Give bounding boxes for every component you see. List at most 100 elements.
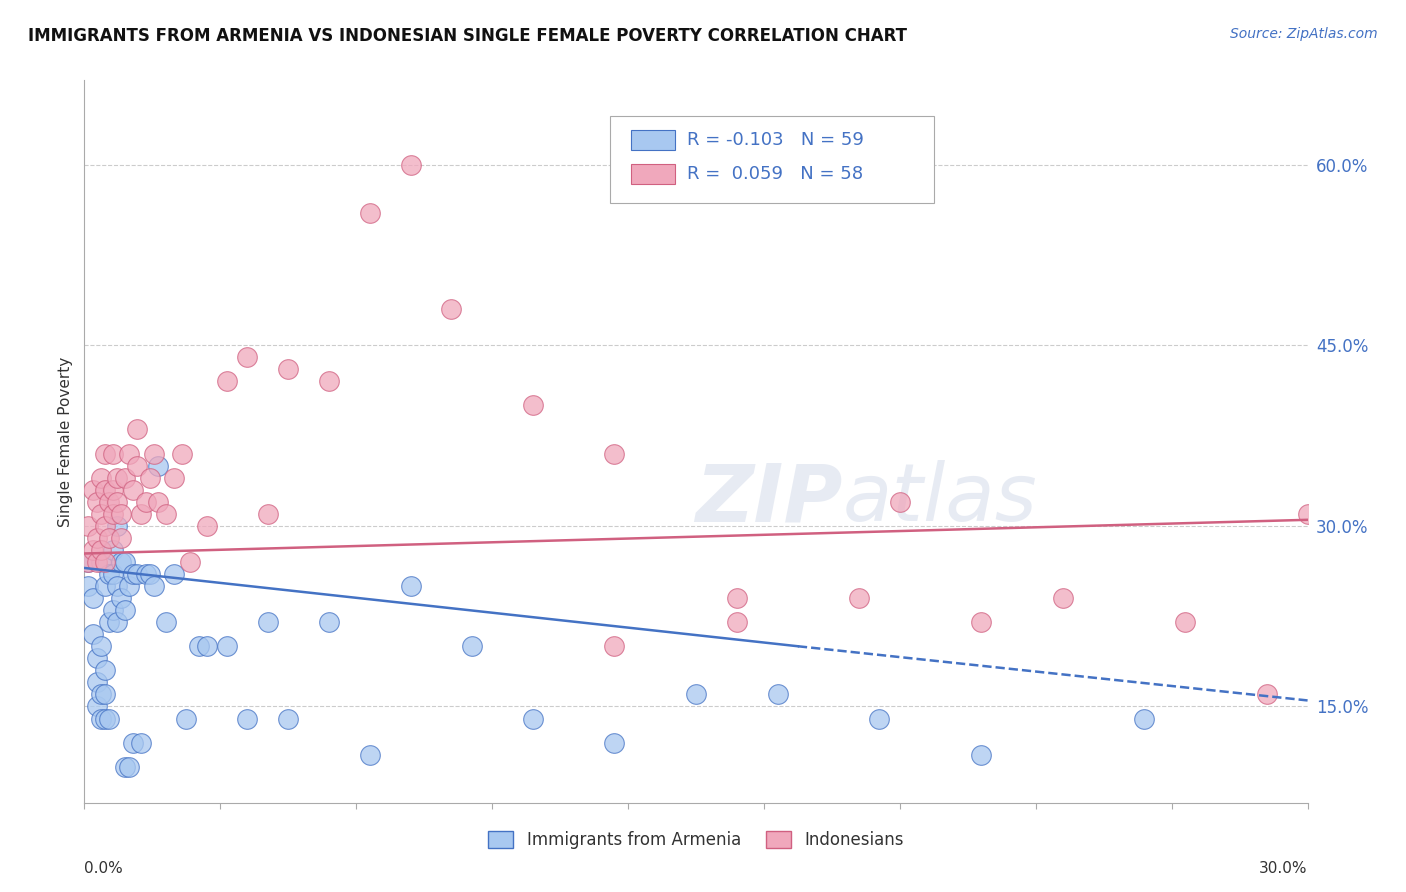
Point — [118, 760, 141, 774]
Point — [93, 687, 115, 701]
Point — [77, 519, 100, 533]
Point — [105, 615, 128, 630]
Point — [163, 471, 186, 485]
Point — [97, 615, 120, 630]
Point — [122, 735, 145, 749]
Point — [131, 507, 153, 521]
Point — [970, 615, 993, 630]
Point — [101, 603, 124, 617]
Point — [122, 567, 145, 582]
Point — [399, 579, 422, 593]
Point — [440, 302, 463, 317]
Point — [187, 639, 209, 653]
Point — [93, 447, 115, 461]
Point — [105, 519, 128, 533]
Point — [101, 483, 124, 497]
Point — [86, 494, 108, 508]
Point — [93, 555, 115, 569]
Point — [603, 447, 626, 461]
Point — [461, 639, 484, 653]
Point — [138, 567, 160, 582]
Point — [217, 375, 239, 389]
Point — [155, 507, 177, 521]
Point — [135, 567, 157, 582]
Point — [399, 158, 422, 172]
Point — [86, 675, 108, 690]
Point — [114, 760, 136, 774]
Point — [86, 555, 108, 569]
Point — [101, 447, 124, 461]
Point — [82, 627, 104, 641]
Point — [146, 458, 169, 473]
FancyBboxPatch shape — [631, 130, 675, 151]
Point — [93, 519, 115, 533]
Point — [82, 483, 104, 497]
Point — [522, 712, 544, 726]
Point — [217, 639, 239, 653]
Point — [90, 507, 112, 521]
Point — [257, 615, 280, 630]
Point — [1296, 507, 1319, 521]
Point — [236, 712, 259, 726]
Point — [110, 591, 132, 606]
Text: atlas: atlas — [842, 460, 1038, 539]
Y-axis label: Single Female Poverty: Single Female Poverty — [58, 357, 73, 526]
Point — [142, 447, 165, 461]
Point — [86, 699, 108, 714]
Point — [725, 591, 748, 606]
Point — [138, 471, 160, 485]
Point — [101, 507, 124, 521]
Point — [1174, 615, 1197, 630]
Text: ZIP: ZIP — [696, 460, 842, 539]
Point — [359, 747, 381, 762]
Point — [889, 494, 911, 508]
Point — [1052, 591, 1074, 606]
Point — [110, 507, 132, 521]
Point — [86, 651, 108, 665]
Point — [93, 664, 115, 678]
Point — [146, 494, 169, 508]
Point — [970, 747, 993, 762]
Text: Source: ZipAtlas.com: Source: ZipAtlas.com — [1230, 27, 1378, 41]
Point — [114, 603, 136, 617]
Point — [82, 591, 104, 606]
FancyBboxPatch shape — [631, 164, 675, 185]
Point — [77, 555, 100, 569]
Point — [725, 615, 748, 630]
Point — [93, 483, 115, 497]
Point — [101, 542, 124, 557]
Point — [848, 591, 870, 606]
Point — [1256, 687, 1278, 701]
Point — [318, 375, 340, 389]
Point — [135, 494, 157, 508]
Point — [174, 712, 197, 726]
Point — [90, 639, 112, 653]
Point — [114, 555, 136, 569]
Point — [127, 423, 149, 437]
Point — [257, 507, 280, 521]
Point — [685, 687, 707, 701]
Point — [869, 712, 891, 726]
Point — [77, 579, 100, 593]
Point — [122, 483, 145, 497]
Legend: Immigrants from Armenia, Indonesians: Immigrants from Armenia, Indonesians — [482, 824, 910, 856]
Point — [86, 531, 108, 545]
Point — [93, 712, 115, 726]
Point — [105, 471, 128, 485]
Point — [163, 567, 186, 582]
Point — [179, 555, 201, 569]
Point — [90, 555, 112, 569]
Point — [131, 735, 153, 749]
Point — [118, 579, 141, 593]
Point — [90, 471, 112, 485]
Point — [1133, 712, 1156, 726]
Point — [90, 687, 112, 701]
Point — [766, 687, 789, 701]
Point — [277, 712, 299, 726]
Point — [359, 205, 381, 219]
FancyBboxPatch shape — [610, 117, 935, 203]
Point — [155, 615, 177, 630]
Point — [93, 579, 115, 593]
Point — [318, 615, 340, 630]
Text: 0.0%: 0.0% — [84, 861, 124, 876]
